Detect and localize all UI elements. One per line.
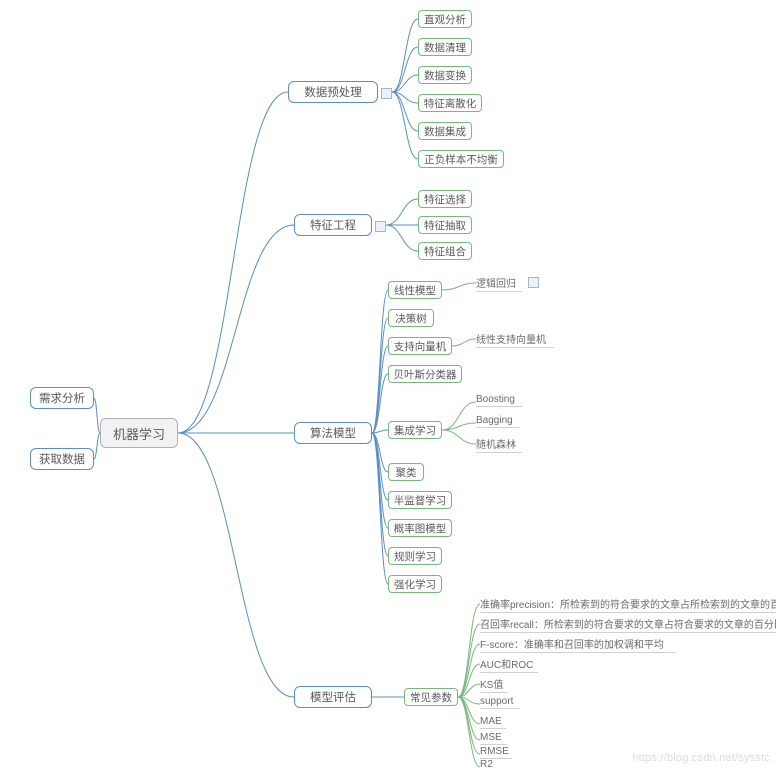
child-node[interactable]: 支持向量机 (388, 337, 452, 355)
child-node[interactable]: 强化学习 (388, 575, 442, 593)
child-node[interactable]: 数据清理 (418, 38, 472, 56)
note-icon[interactable] (528, 277, 539, 288)
leaf-node[interactable]: R2 (480, 759, 496, 768)
leaf-node[interactable]: support (480, 696, 520, 709)
note-icon[interactable] (381, 88, 392, 99)
leaf-node[interactable]: 逻辑回归 (476, 275, 522, 292)
left-node[interactable]: 需求分析 (30, 387, 94, 409)
branch-node[interactable]: 数据预处理 (288, 81, 378, 103)
leaf-node[interactable]: MAE (480, 716, 506, 729)
leaf-node[interactable]: 线性支持向量机 (476, 331, 554, 348)
leaf-node[interactable]: KS值 (480, 676, 508, 693)
leaf-node[interactable]: 准确率precision：所检索到的符合要求的文章占所检索到的文章的百分比 (480, 596, 776, 613)
leaf-node[interactable]: MSE (480, 732, 506, 745)
branch-node[interactable]: 算法模型 (294, 422, 372, 444)
leaf-node[interactable]: F-score：准确率和召回率的加权调和平均 (480, 636, 676, 653)
branch-node[interactable]: 模型评估 (294, 686, 372, 708)
watermark: https://blog.csdn.net/sysstc (632, 752, 770, 764)
child-node[interactable]: 特征选择 (418, 190, 472, 208)
child-node[interactable]: 数据集成 (418, 122, 472, 140)
child-node[interactable]: 特征抽取 (418, 216, 472, 234)
child-node[interactable]: 贝叶斯分类器 (388, 365, 462, 383)
leaf-node[interactable]: 随机森林 (476, 436, 522, 453)
child-node[interactable]: 直观分析 (418, 10, 472, 28)
child-node[interactable]: 概率图模型 (388, 519, 452, 537)
branch-node[interactable]: 特征工程 (294, 214, 372, 236)
child-node[interactable]: 数据变换 (418, 66, 472, 84)
leaf-node[interactable]: 召回率recall：所检索到的符合要求的文章占符合要求的文章的百分比 (480, 616, 776, 633)
child-node[interactable]: 集成学习 (388, 421, 442, 439)
leaf-node[interactable]: Boosting (476, 394, 522, 407)
child-node[interactable]: 半监督学习 (388, 491, 452, 509)
child-node[interactable]: 决策树 (388, 309, 434, 327)
left-node[interactable]: 获取数据 (30, 448, 94, 470)
child-node[interactable]: 特征离散化 (418, 94, 482, 112)
child-node[interactable]: 特征组合 (418, 242, 472, 260)
child-node[interactable]: 正负样本不均衡 (418, 150, 504, 168)
root-node[interactable]: 机器学习 (100, 418, 178, 448)
leaf-node[interactable]: RMSE (480, 746, 512, 759)
child-node[interactable]: 聚类 (388, 463, 424, 481)
note-icon[interactable] (375, 221, 386, 232)
leaf-node[interactable]: Bagging (476, 415, 520, 428)
child-node[interactable]: 常见参数 (404, 688, 458, 706)
child-node[interactable]: 规则学习 (388, 547, 442, 565)
leaf-node[interactable]: AUC和ROC (480, 656, 538, 673)
child-node[interactable]: 线性模型 (388, 281, 442, 299)
